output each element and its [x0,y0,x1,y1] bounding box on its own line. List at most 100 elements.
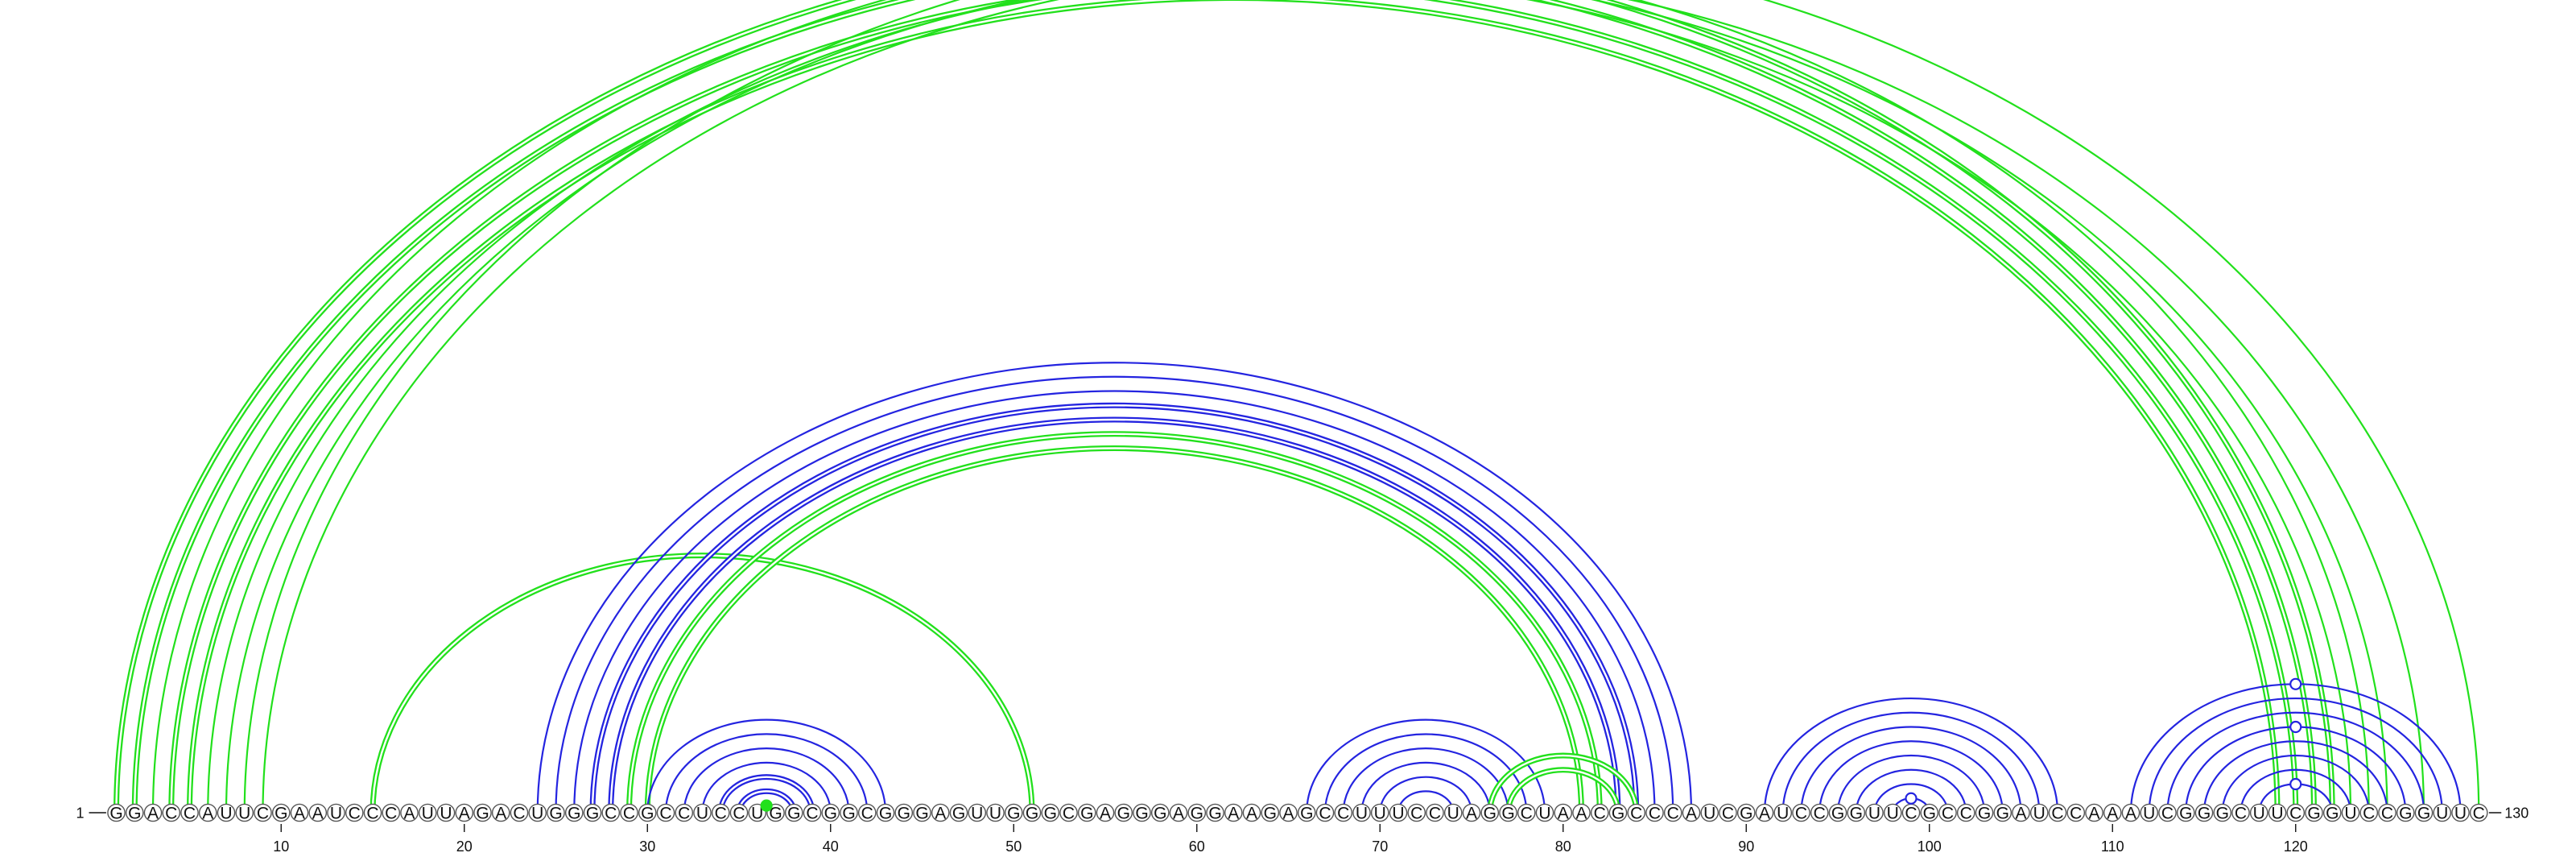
nucleotide-circle [1590,803,1609,822]
nucleotide: U [2433,803,2452,823]
nucleotide-letter: U [1703,805,1715,823]
nucleotide: U [418,803,437,823]
base-pair-arc [1818,740,2004,814]
nucleotide-circle [1242,803,1261,822]
nucleotide: G [2396,803,2415,823]
arc-apex-marker [760,799,773,812]
base-pair-arc [1800,726,2022,814]
nucleotide: G [1022,803,1042,823]
nucleotide: U [2451,803,2470,823]
nucleotide-circle [784,803,803,822]
nucleotide-circle [840,803,858,822]
nucleotide-letter: C [2051,805,2063,823]
nucleotide: G [1480,803,1500,823]
nucleotide: G [1187,803,1207,823]
nucleotide-circle [254,803,272,822]
nucleotide: G [1004,803,1023,823]
nucleotide-letter: G [1154,805,1166,823]
nucleotide: A [1755,803,1774,823]
nucleotide-circle [693,803,712,822]
nucleotide-letter: C [1942,805,1954,823]
nucleotide-circle [675,803,694,822]
nucleotide-letter: C [1630,805,1642,823]
tick-label: 50 [1005,838,1022,855]
nucleotide-letter: U [751,805,763,823]
nucleotide: G [949,803,968,823]
nucleotide-circle [547,803,565,822]
nucleotide-circle [1975,803,1994,822]
nucleotide: U [2140,803,2159,823]
base-pair-arc [1360,761,1491,814]
nucleotide-letter: C [349,805,361,823]
base-pair-arc-inner [117,0,2333,813]
nucleotide-letter: C [1521,805,1533,823]
nucleotide: G [894,803,914,823]
nucleotide-letter: C [623,805,635,823]
nucleotide: C [382,803,401,823]
nucleotide-letter: A [147,805,159,823]
nucleotide-letter: C [1814,805,1826,823]
nucleotide: C [803,803,822,823]
base-pair-arc-outer [608,416,1621,814]
nucleotide-circle [1133,803,1151,822]
nucleotide-circle [1041,803,1060,822]
nucleotide-circle [510,803,529,822]
nucleotide-circle [455,803,474,822]
nucleotide-letter: G [476,805,489,823]
nucleotide: C [2469,803,2488,823]
nucleotide-letter: U [2436,805,2448,823]
nucleotide-circle [564,803,584,822]
tick-label: 100 [1918,838,1942,855]
nucleotide-circle [2048,803,2067,822]
nucleotide-circle [2286,803,2306,822]
tick-label: 40 [823,838,839,855]
arc-apex-marker [2289,777,2302,791]
nucleotide-letter: A [403,805,415,823]
nucleotide: A [1242,803,1261,823]
nucleotide-circle [1883,803,1902,822]
nucleotide-letter: G [641,805,654,823]
base-pair-arc [664,733,869,814]
nucleotide-circle [2158,803,2177,822]
nucleotide: G [1150,803,1170,823]
nucleotide: C [1719,803,1737,823]
nucleotide-circle [2305,803,2323,822]
nucleotide: C [711,803,730,823]
nucleotide-letter: A [495,805,506,823]
base-pair-arc-outer [644,445,1584,814]
nucleotide-circle [2341,803,2360,822]
nucleotide-letter: G [1923,805,1936,823]
nucleotide-circle [1389,803,1408,822]
nucleotide-circle [803,803,822,822]
nucleotide: U [2249,803,2268,823]
base-pair-arc [208,0,2351,813]
nucleotide: U [1700,803,1719,823]
nucleotide-letter: G [1501,805,1514,823]
nucleotide-letter: C [1649,805,1661,823]
position-axis: 1 130 10 20 30 40 50 60 70 80 90 100 110 120 [76,805,2529,855]
nucleotide-circle [1956,803,1975,822]
nucleotide-circle [2249,803,2268,822]
nucleotide-letter: U [2271,805,2283,823]
nucleotide-circle [2029,803,2049,822]
nucleotide: C [1407,803,1426,823]
nucleotide-circle [436,803,456,822]
nucleotide-circle [2140,803,2159,822]
nucleotide-circle [1370,803,1389,822]
nucleotide-circle [1443,803,1463,822]
nucleotide-circle [1554,803,1573,822]
nucleotide: C [510,803,529,823]
nucleotide-letter: C [2381,805,2393,823]
nucleotide-letter: G [1978,805,1991,823]
nucleotide-letter: U [2033,805,2046,823]
nucleotide: C [1334,803,1353,823]
nucleotide-letter: C [257,805,269,823]
nucleotide: G [547,803,565,823]
base-pair-arc [1342,747,1509,814]
nucleotide: A [308,803,328,823]
nucleotide-letter: G [109,805,122,823]
base-pair-arc [683,747,850,814]
nucleotide-circle [271,803,291,822]
tick-label: 120 [2284,838,2308,855]
nucleotide-circle [2268,803,2287,822]
